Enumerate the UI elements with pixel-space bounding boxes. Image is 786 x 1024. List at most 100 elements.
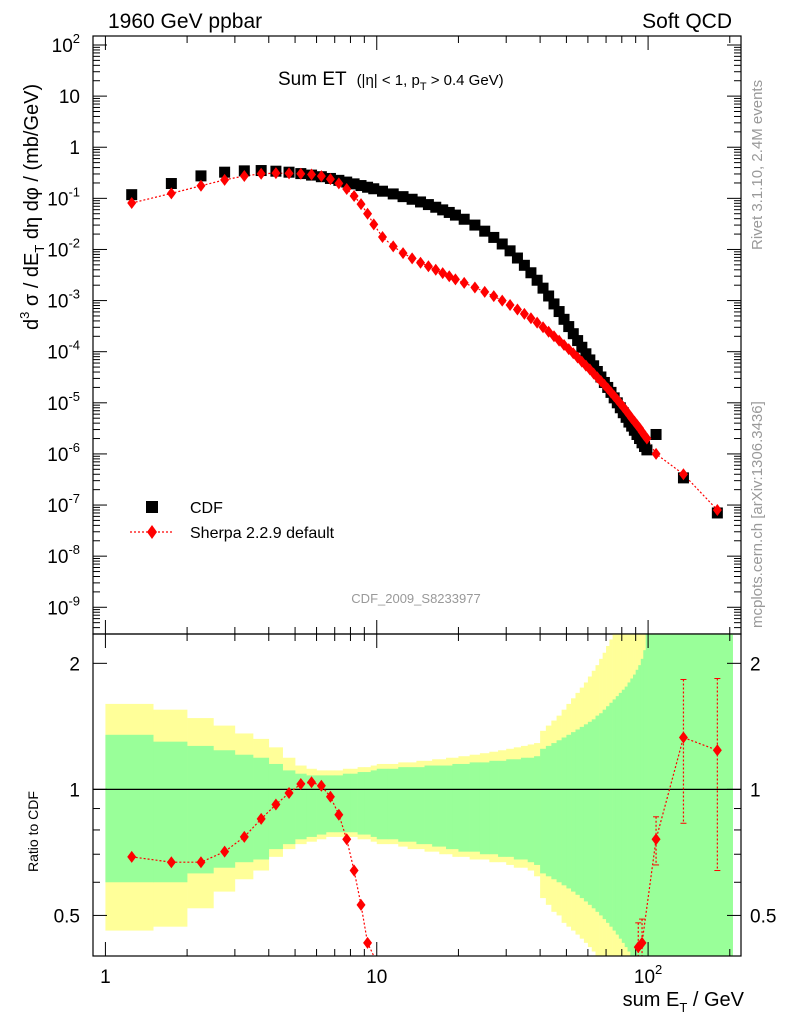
x-tick-label: 1 xyxy=(100,967,111,988)
ratio-band-bin xyxy=(540,748,547,874)
cdf-data-point xyxy=(415,196,427,208)
mc-data-point xyxy=(196,179,206,192)
ratio-band-bin xyxy=(253,757,270,860)
ratio-band-bin xyxy=(545,745,552,877)
ratio-band-bin xyxy=(334,775,344,833)
ratio-band-bin xyxy=(571,732,576,892)
ratio-band-bin xyxy=(575,729,581,895)
cdf-data-point xyxy=(443,206,455,218)
ratio-band-bin xyxy=(376,768,389,840)
mc-data-point xyxy=(256,167,266,180)
ratio-band-bin xyxy=(234,754,254,863)
cdf-data-point xyxy=(387,188,399,200)
mc-data-point xyxy=(334,177,344,190)
main-y-tick-label: 1 xyxy=(69,138,80,159)
ratio-data-point xyxy=(256,812,266,825)
ratio-data-point xyxy=(296,777,306,790)
main-y-tick-label: 10-6 xyxy=(47,440,80,466)
ratio-band-bin xyxy=(630,678,634,956)
mc-data-point xyxy=(642,432,652,445)
ratio-y-axis-label: Ratio to CDF xyxy=(25,791,41,872)
cdf-data-point xyxy=(504,245,516,257)
mc-data-point xyxy=(407,252,417,265)
cdf-data-point xyxy=(650,428,662,440)
mc-data-point xyxy=(284,167,294,180)
header-left: 1960 GeV ppbar xyxy=(108,10,262,33)
ratio-axis-ticks xyxy=(92,634,741,957)
ratio-band-bin xyxy=(458,763,470,852)
ratio-band-bin xyxy=(432,765,440,847)
ratio-band-bin xyxy=(520,757,528,860)
ratio-band-bin xyxy=(407,767,417,842)
ratio-band-bin xyxy=(306,775,317,837)
ratio-band-bin xyxy=(551,743,557,880)
mc-data-point xyxy=(459,276,469,289)
cdf-data-point xyxy=(219,166,231,178)
ratio-band-bin xyxy=(534,756,541,865)
cdf-data-point xyxy=(362,181,374,193)
cdf-data-point xyxy=(511,252,523,264)
mc-data-point xyxy=(316,170,326,183)
ratio-line-segment xyxy=(131,781,375,957)
cdf-data-point xyxy=(543,290,555,302)
ratio-band-bin xyxy=(599,713,603,916)
main-y-tick-label: 10-3 xyxy=(47,287,80,313)
legend-cdf-marker xyxy=(146,501,158,513)
mc-data-point xyxy=(470,281,480,294)
cdf-data-point xyxy=(548,298,560,310)
mcplots-label: mcplots.cern.ch [arXiv:1306.3436] xyxy=(749,401,766,628)
mc-data-point xyxy=(512,303,522,316)
ratio-data-point xyxy=(651,833,661,846)
ratio-band-bin xyxy=(645,634,649,956)
mc-data-point xyxy=(349,190,359,203)
ratio-band-bin xyxy=(479,762,490,855)
ratio-band-bin xyxy=(439,765,447,847)
ratio-data-point xyxy=(271,798,281,811)
mc-series-markers xyxy=(127,167,722,516)
ratio-plot-frame xyxy=(92,633,742,957)
cdf-data-point xyxy=(348,178,360,190)
analysis-id: CDF_2009_S8233977 xyxy=(351,591,480,606)
ratio-band-bin xyxy=(612,699,617,931)
svg-text:sum ET / GeV: sum ET / GeV xyxy=(623,989,745,1015)
ratio-band-bin xyxy=(587,721,593,905)
ratio-band-bin xyxy=(624,686,628,948)
cdf-data-point xyxy=(488,231,500,243)
ratio-band-bin xyxy=(187,745,214,874)
ratio-band-bin xyxy=(664,634,701,956)
plot-label-eta: (|η| < 1, p xyxy=(357,72,420,89)
ratio-data-point xyxy=(356,898,366,911)
main-y-tick-label: 10-7 xyxy=(47,491,80,517)
ratio-band-bin xyxy=(282,770,296,845)
cdf-data-point xyxy=(558,313,570,325)
main-y-axis-label: d3 σ / dET dη dφ / (mb/GeV) xyxy=(17,84,47,330)
cdf-data-point xyxy=(430,201,442,213)
ratio-band-bin xyxy=(105,734,154,883)
ratio-band-bin xyxy=(648,634,665,956)
ratio-band-bin xyxy=(452,763,459,850)
cdf-data-point xyxy=(165,178,177,190)
ratio-band-bin xyxy=(498,760,507,857)
mc-data-point xyxy=(378,231,388,244)
ratio-panel: 0.5 0.5 1 1 2 2 xyxy=(54,633,776,957)
ratio-data-point xyxy=(712,744,722,757)
mc-data-point xyxy=(450,273,460,286)
cdf-data-point xyxy=(580,348,592,360)
ratio-band-bin xyxy=(506,759,515,857)
cdf-data-point xyxy=(368,183,380,195)
ratio-data-point xyxy=(284,787,294,800)
ratio-band-bin xyxy=(398,767,408,842)
ratio-y-tick-label-left: 0.5 xyxy=(54,906,80,927)
ratio-data-point xyxy=(637,936,647,949)
ratio-data-point xyxy=(127,850,137,863)
mc-data-point xyxy=(363,207,373,220)
ratio-band-bin xyxy=(606,706,610,923)
ratio-band-bin xyxy=(446,765,453,850)
ratio-band-bin xyxy=(370,770,378,837)
cdf-data-point xyxy=(641,444,653,456)
ratio-data-point xyxy=(325,790,335,803)
ratio-data-point xyxy=(166,856,176,869)
cdf-data-point xyxy=(584,354,596,366)
ratio-band-bin xyxy=(416,767,425,845)
